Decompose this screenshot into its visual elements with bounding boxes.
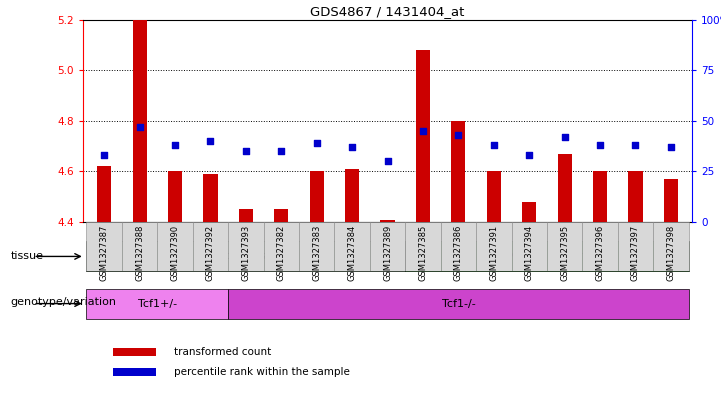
Text: GSM1327384: GSM1327384: [348, 224, 357, 281]
Text: GSM1327394: GSM1327394: [525, 224, 534, 281]
Bar: [309, 171, 324, 222]
Text: thymus: thymus: [225, 252, 267, 261]
Text: thymic lymphoma: thymic lymphoma: [497, 252, 598, 261]
Bar: [168, 171, 182, 222]
Bar: [381, 220, 394, 222]
Text: GSM1327397: GSM1327397: [631, 224, 640, 281]
Text: GSM1327398: GSM1327398: [666, 224, 676, 281]
Bar: [547, 222, 583, 271]
Point: [523, 152, 535, 158]
Bar: [274, 209, 288, 222]
Bar: [441, 222, 476, 271]
Bar: [451, 121, 466, 222]
Bar: [511, 222, 547, 271]
Text: GSM1327391: GSM1327391: [490, 224, 498, 281]
Text: GSM1327395: GSM1327395: [560, 224, 569, 281]
Point: [205, 138, 216, 144]
Point: [453, 132, 464, 138]
Point: [594, 142, 606, 148]
Bar: [593, 171, 607, 222]
Bar: [335, 222, 370, 271]
Text: GSM1327387: GSM1327387: [99, 224, 109, 281]
Bar: [618, 222, 653, 271]
Bar: [97, 166, 111, 222]
Bar: [653, 222, 689, 271]
Bar: [113, 348, 156, 356]
Bar: [522, 202, 536, 222]
Text: GSM1327388: GSM1327388: [135, 224, 144, 281]
Text: GSM1327385: GSM1327385: [418, 224, 428, 281]
Text: GSM1327386: GSM1327386: [454, 224, 463, 281]
Bar: [228, 288, 689, 319]
Point: [275, 148, 287, 154]
Bar: [87, 222, 122, 271]
Point: [381, 158, 393, 164]
Bar: [87, 288, 228, 319]
Point: [240, 148, 252, 154]
Point: [98, 152, 110, 158]
Point: [629, 142, 641, 148]
Bar: [557, 154, 572, 222]
Point: [488, 142, 500, 148]
Bar: [405, 222, 441, 271]
Bar: [664, 179, 678, 222]
Text: GSM1327383: GSM1327383: [312, 224, 321, 281]
Bar: [264, 222, 299, 271]
Text: percentile rank within the sample: percentile rank within the sample: [174, 367, 350, 377]
Point: [417, 128, 429, 134]
Bar: [157, 222, 193, 271]
Bar: [370, 222, 405, 271]
Bar: [416, 50, 430, 222]
Point: [134, 124, 146, 130]
Text: tissue: tissue: [11, 251, 44, 261]
Bar: [583, 222, 618, 271]
Text: GSM1327382: GSM1327382: [277, 224, 286, 281]
Bar: [629, 171, 642, 222]
Text: GSM1327390: GSM1327390: [170, 224, 180, 281]
Bar: [113, 368, 156, 376]
Bar: [405, 241, 689, 272]
Text: Tcf1-/-: Tcf1-/-: [441, 299, 475, 309]
Bar: [193, 222, 228, 271]
Bar: [133, 20, 146, 222]
Text: GSM1327392: GSM1327392: [206, 224, 215, 281]
Title: GDS4867 / 1431404_at: GDS4867 / 1431404_at: [310, 6, 465, 18]
Bar: [345, 169, 359, 222]
Bar: [239, 209, 253, 222]
Text: Tcf1+/-: Tcf1+/-: [138, 299, 177, 309]
Point: [346, 144, 358, 150]
Bar: [122, 222, 157, 271]
Text: GSM1327396: GSM1327396: [596, 224, 605, 281]
Bar: [228, 222, 264, 271]
Bar: [476, 222, 511, 271]
Bar: [87, 241, 405, 272]
Text: transformed count: transformed count: [174, 347, 272, 357]
Text: GSM1327393: GSM1327393: [242, 224, 250, 281]
Text: genotype/variation: genotype/variation: [11, 297, 117, 307]
Point: [665, 144, 677, 150]
Point: [169, 142, 181, 148]
Bar: [299, 222, 335, 271]
Point: [559, 134, 570, 140]
Text: GSM1327389: GSM1327389: [383, 224, 392, 281]
Bar: [487, 171, 501, 222]
Point: [311, 140, 322, 146]
Bar: [203, 174, 218, 222]
